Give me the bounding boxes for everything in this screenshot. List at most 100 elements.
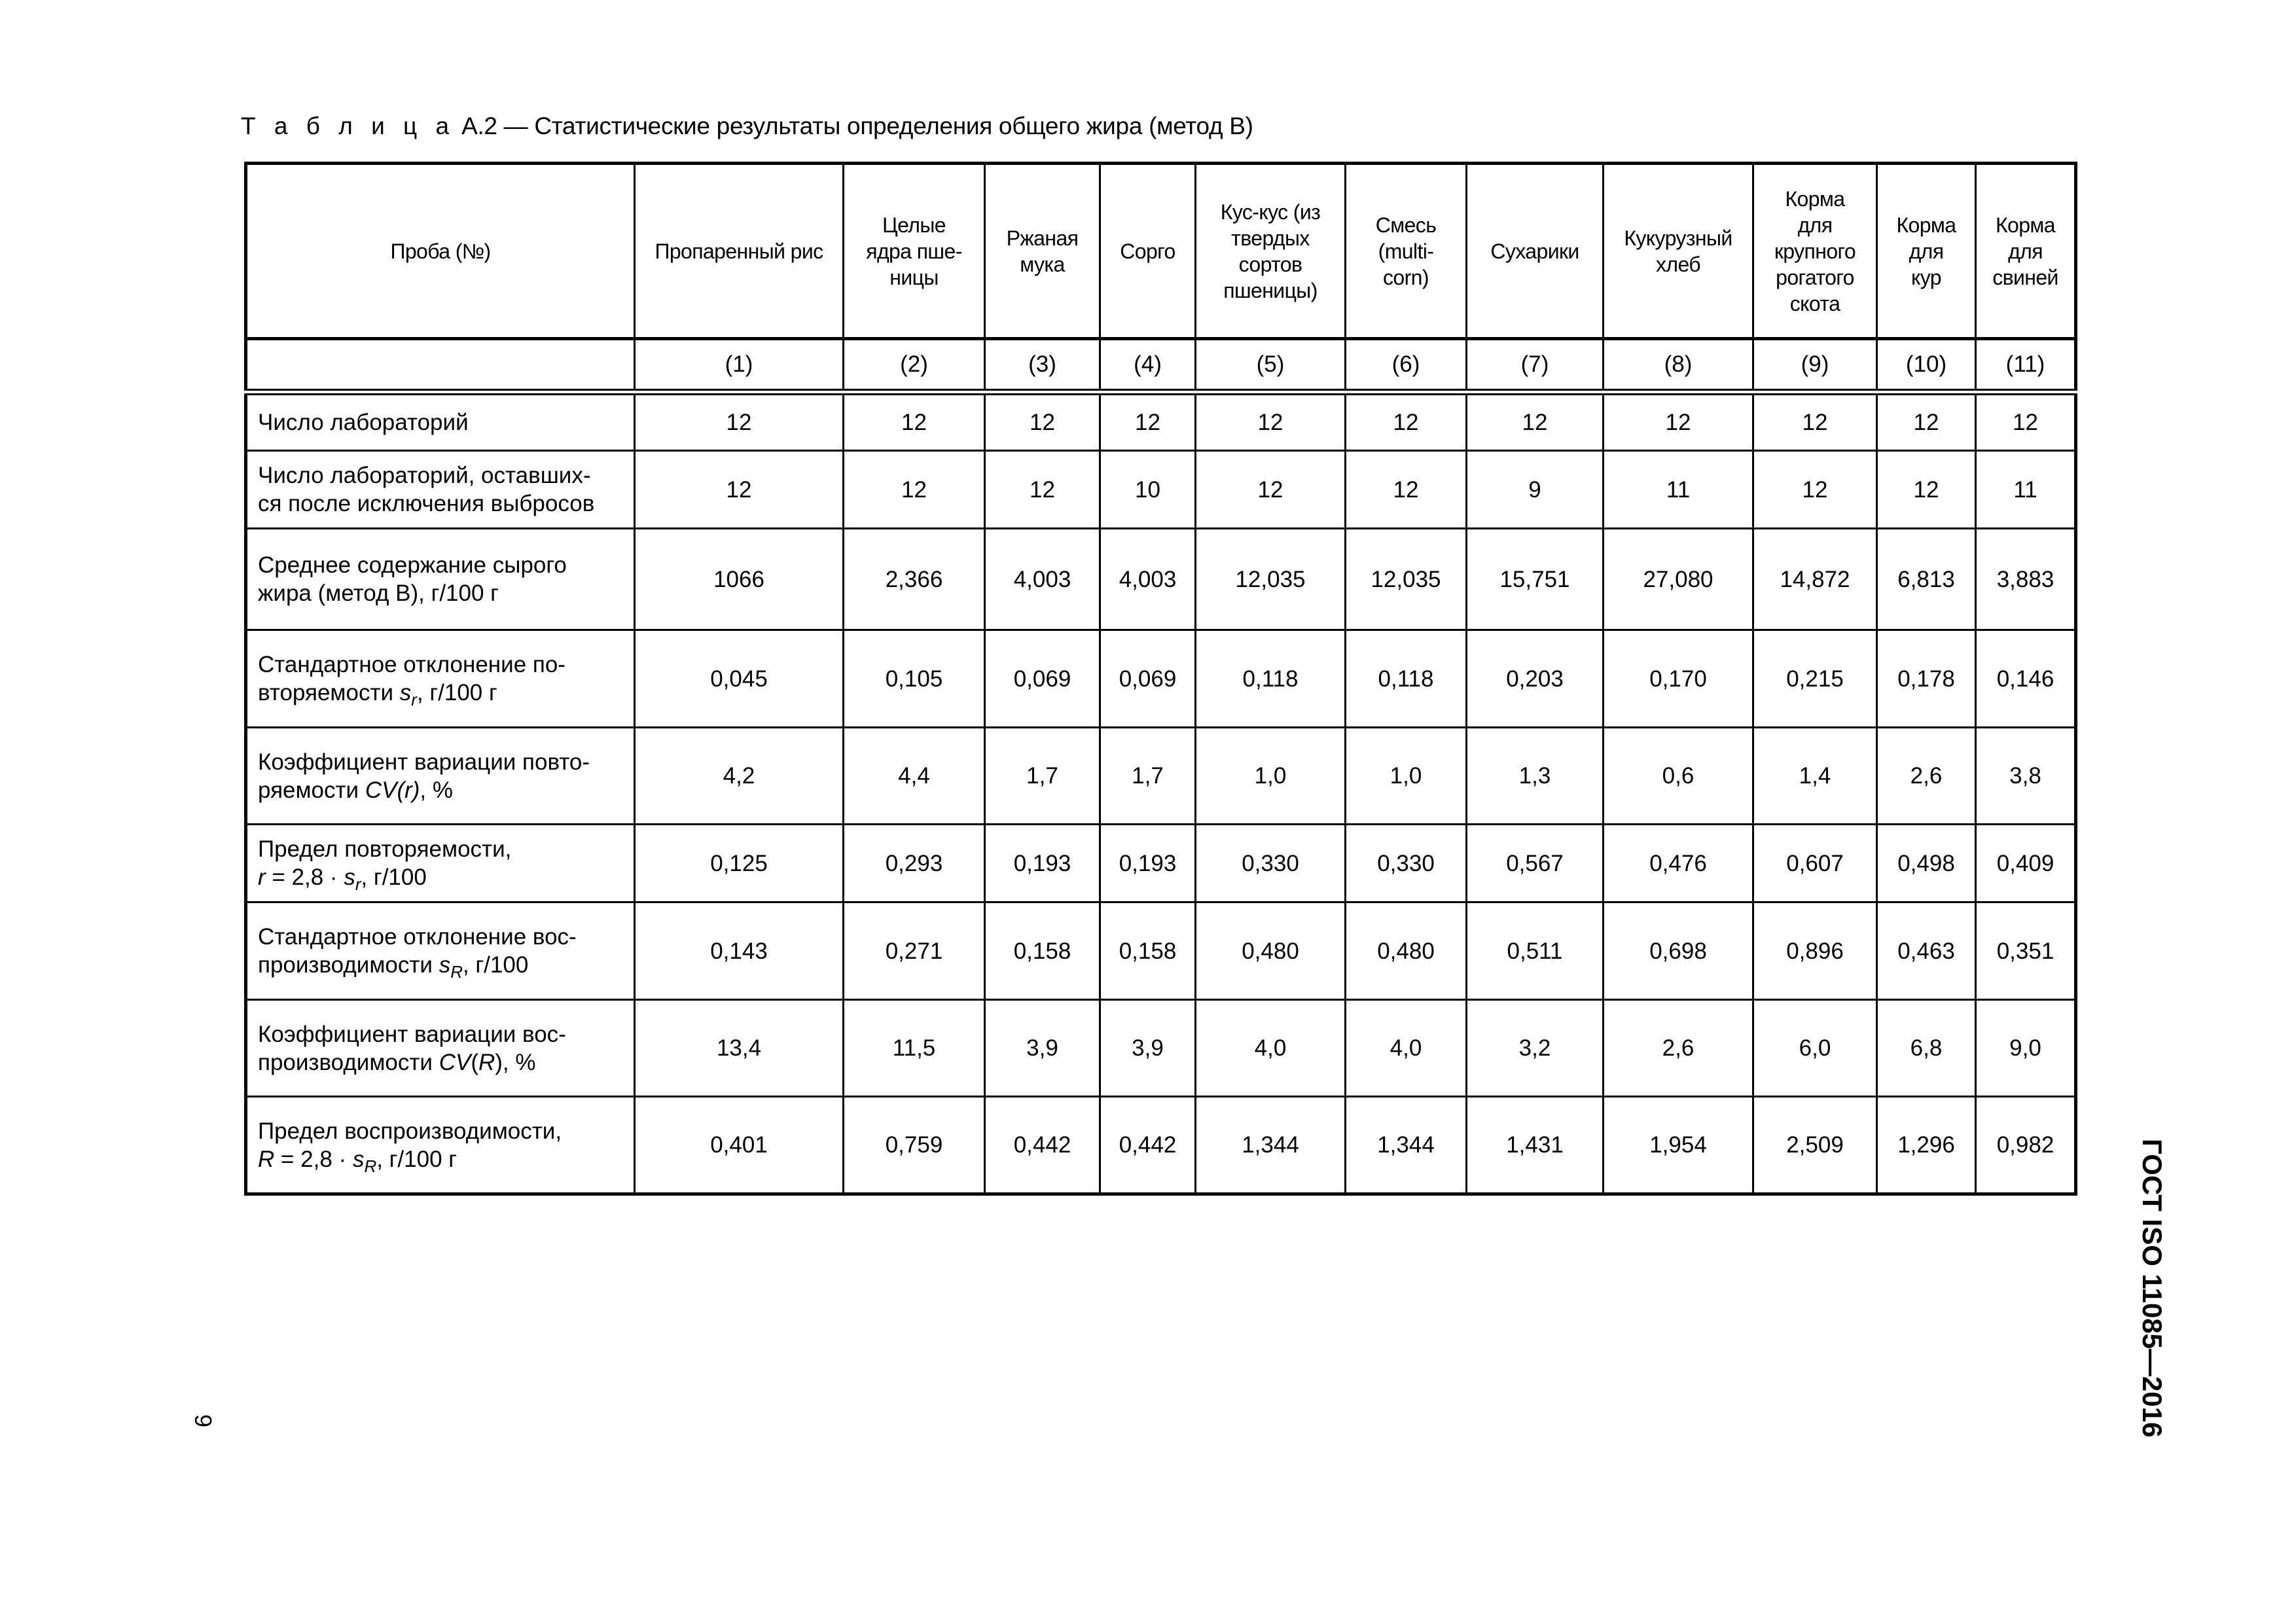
table-cell: 2,509 [1752,1096,1878,1195]
row-label-line: Стандартное отклонение по- [258,651,634,679]
row-label: Предел воспроизводимости, R = 2,8 · sR, г… [245,1096,636,1195]
table-cell: 0,146 [1975,629,2077,728]
table-caption-text: А.2 — Статистические результаты определе… [461,113,1253,139]
row-label-line: Число лабораторий [258,408,634,437]
table-cell: 0,567 [1465,823,1604,903]
row-label-segment: , г/100 г [416,680,497,705]
table-cell: 0,158 [984,901,1101,1001]
row-label-segment: , г/100 [361,865,427,890]
row-label: Стандартное отклонение вос-производимост… [245,901,636,1001]
row-label-line: Число лабораторий, оставших- [258,461,634,490]
row-label-segment: R [478,1049,495,1075]
column-header-line: хлеб [1655,252,1701,276]
column-header: Смесь (multi-corn) [1344,162,1467,340]
row-label-line: Предел повторяемости, [258,835,634,863]
row-label-segment: Предел воспроизводимости, [258,1118,562,1144]
table-cell: 0,105 [842,629,986,728]
column-number: (2) [842,338,986,395]
row-label-segment: , г/100 г [376,1146,457,1172]
column-header-line: кур [1911,265,1942,289]
column-header-line: Кукурузный [1624,226,1732,250]
column-header-line: Корма [1896,213,1956,237]
row-label-segment: s [352,1146,365,1172]
table-cell: 2,6 [1876,726,1977,825]
table-cell: 4,2 [634,726,844,825]
row-label-line: Среднее содержание сырого [258,551,634,579]
table-cell: 12 [1752,391,1878,452]
table-cell: 2,6 [1602,999,1754,1097]
header-row: Проба (№) Пропаренный рис Целые ядра пше-ни… [245,162,2077,340]
row-label-segment: Среднее содержание сырого [258,552,567,578]
table-cell: 6,8 [1876,999,1977,1097]
table-cell: 4,003 [984,527,1101,631]
table-cell: 1,0 [1344,726,1467,825]
column-header: Ржаная мука [984,162,1101,340]
table-cell: 12 [1975,391,2077,452]
row-label-line: Предел воспроизводимости, [258,1117,634,1145]
table-cell: 12 [634,391,844,452]
row-label-segment: r [258,865,266,890]
column-header-line: свиней [1992,265,2058,289]
row-label-line: r = 2,8 · sr, г/100 [258,863,634,894]
table-cell: 12,035 [1194,527,1346,631]
table-cell: 0,215 [1752,629,1878,728]
row-label-segment: CV(r) [365,777,420,803]
table-cell: 4,0 [1194,999,1346,1097]
document-code: ГОСТ ISO 11085—2016 [2137,1139,2168,1438]
table-row: Предел воспроизводимости, R = 2,8 · sR, г… [245,1096,2077,1195]
column-number: (9) [1752,338,1878,395]
table-cell: 3,883 [1975,527,2077,631]
row-label: Коэффициент вариации вос-производимости … [245,999,636,1097]
row-label-segment: s [344,865,355,890]
table-cell: 0,351 [1975,901,2077,1001]
row-label-segment: ся после исключения выбросов [258,491,595,516]
column-number: (8) [1602,338,1754,395]
table-cell: 3,9 [984,999,1101,1097]
row-label-segment: ( [471,1049,478,1075]
row-label-segment: R [364,1156,377,1176]
column-header: Кус-кус (из твердых сортов пшеницы) [1194,162,1346,340]
table-cell: 12 [634,450,844,529]
row-label-segment: производимости [258,1049,439,1075]
row-label-line: вторяемости sr, г/100 г [258,679,634,708]
table-cell: 0,118 [1194,629,1346,728]
table-cell: 4,4 [842,726,986,825]
table-row: Коэффициент вариации повто-ряемости CV(r… [245,726,2077,825]
row-label-segment: r [355,874,361,894]
column-header-line: сортов [1238,252,1302,276]
column-number: (1) [634,338,844,395]
column-header-line: для [1797,213,1833,237]
row-label: Среднее содержание сырого жира (метод В),… [245,527,636,631]
table-cell: 1,431 [1465,1096,1604,1195]
column-header: Кукурузный хлеб [1602,162,1754,340]
table-cell: 1,296 [1876,1096,1977,1195]
table-cell: 9,0 [1975,999,2077,1097]
table-cell: 0,442 [1099,1096,1196,1195]
row-label-line: Стандартное отклонение вос- [258,923,634,951]
page-number: 9 [190,1414,217,1428]
table-cell: 0,511 [1465,901,1604,1001]
column-header-line: Кус-кус (из [1220,200,1321,224]
statistics-table: Проба (№) Пропаренный рис Целые ядра пше-ни… [244,162,2077,1196]
table-cell: 0,178 [1876,629,1977,728]
table-row: Коэффициент вариации вос-производимости … [245,999,2077,1097]
row-label: Предел повторяемости, r = 2,8 · sr, г/100 [245,823,636,903]
row-label-line: производимости CV(R), % [258,1048,634,1077]
row-label-segment: Коэффициент вариации вос- [258,1021,566,1047]
table-cell: 0,498 [1876,823,1977,903]
row-label-segment: R [450,962,463,982]
row-label-segment: производимости [258,952,439,978]
table-cell: 0,125 [634,823,844,903]
column-header-sample: Проба (№) [245,162,636,340]
table-cell: 0,271 [842,901,986,1001]
row-label-line: жира (метод В), г/100 г [258,579,634,607]
table-cell: 12 [1752,450,1878,529]
table-cell: 0,158 [1099,901,1196,1001]
column-header-line: Пропаренный рис [655,239,823,263]
row-label-line: R = 2,8 · sR, г/100 г [258,1145,634,1176]
table-cell: 10 [1099,450,1196,529]
row-label-segment: Стандартное отклонение по- [258,652,565,677]
column-header: Сухарики [1465,162,1604,340]
row-label-segment: ), % [495,1049,536,1075]
table-cell: 0,401 [634,1096,844,1195]
